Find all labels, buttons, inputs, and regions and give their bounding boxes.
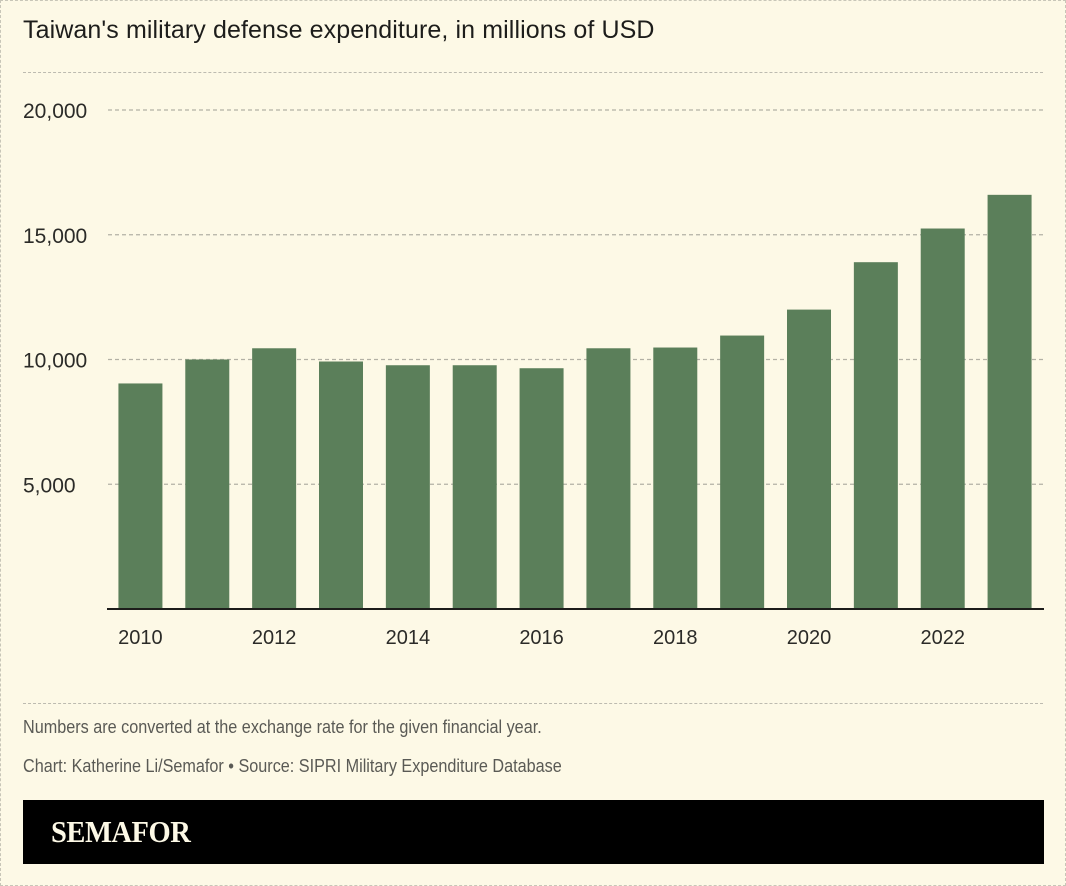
bar-2020 xyxy=(787,309,831,609)
x-tick-label: 2014 xyxy=(386,627,431,649)
x-tick-label: 2010 xyxy=(118,627,163,649)
bar-2018 xyxy=(653,347,698,609)
footer-divider xyxy=(23,703,1043,704)
x-tick-label: 2016 xyxy=(519,627,564,649)
bar-2021 xyxy=(853,262,898,609)
chart-note: Numbers are converted at the exchange ra… xyxy=(23,717,542,737)
y-tick-label: 5,000 xyxy=(23,474,76,497)
x-tick-label: 2022 xyxy=(920,627,965,649)
bar-2017 xyxy=(586,348,631,609)
bar-2011 xyxy=(185,359,230,609)
bar-2015 xyxy=(452,365,497,609)
y-tick-label: 20,000 xyxy=(23,100,87,123)
chart-title: Taiwan's military defense expenditure, i… xyxy=(23,16,655,44)
bar-2012 xyxy=(252,348,297,609)
title-divider xyxy=(23,72,1043,73)
bar-2010 xyxy=(118,383,163,609)
chart-credit: Chart: Katherine Li/Semafor • Source: SI… xyxy=(23,756,562,776)
y-tick-label: 10,000 xyxy=(23,350,87,373)
bar-2023 xyxy=(987,194,1032,609)
x-tick-label: 2018 xyxy=(653,627,698,649)
x-tick-label: 2020 xyxy=(787,627,832,649)
bar-2013 xyxy=(319,361,363,609)
semafor-logo: SEMAFOR xyxy=(51,814,191,849)
bar-2016 xyxy=(519,368,564,609)
x-tick-label: 2012 xyxy=(252,627,297,649)
bar-chart: 5,000 10,000 15,000 20,000 2010 2012 2014 2016 2… xyxy=(23,100,1044,649)
bar-2022 xyxy=(920,228,965,609)
bar-2019 xyxy=(720,335,765,609)
bar-2014 xyxy=(385,365,430,609)
brand-bar: SEMAFOR xyxy=(23,800,1044,864)
y-tick-label: 15,000 xyxy=(23,225,87,248)
